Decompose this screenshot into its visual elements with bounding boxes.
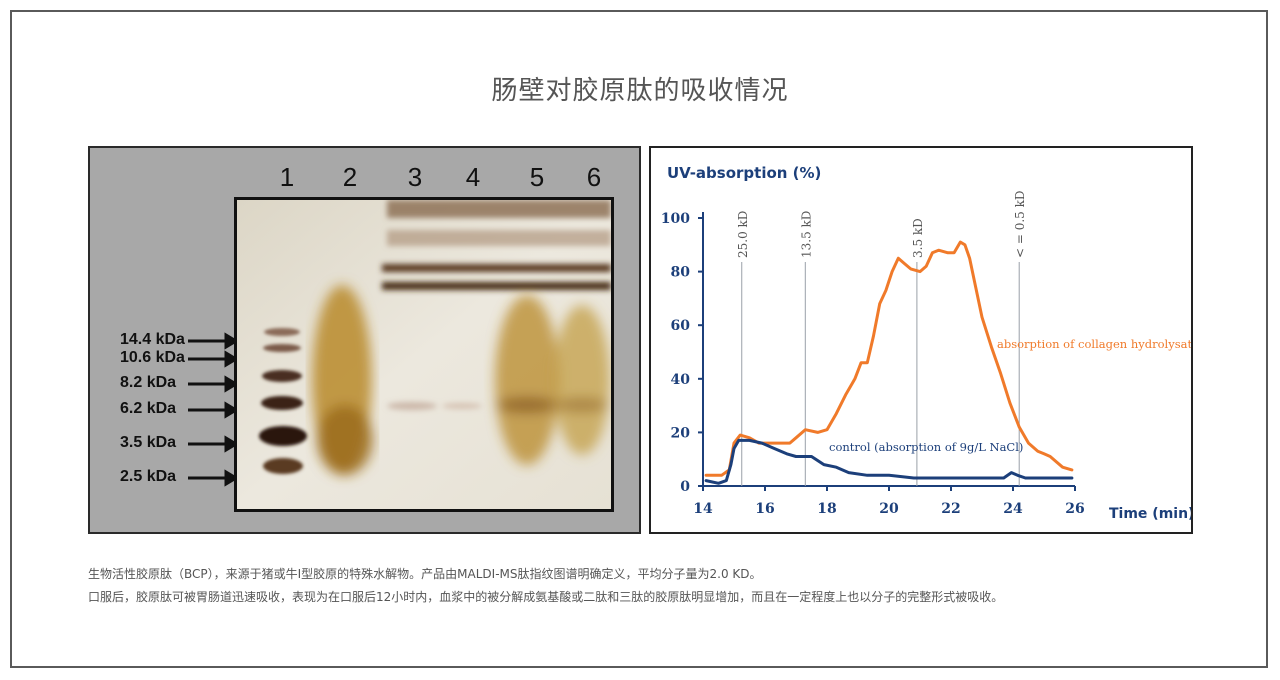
marker-label: 6.2 kDa — [120, 400, 177, 417]
y-tick-label: 60 — [671, 318, 691, 334]
gel-image — [234, 197, 614, 512]
y-tick-label: 40 — [671, 372, 691, 388]
x-tick-label: 18 — [817, 501, 836, 517]
marker-label: 8.2 kDa — [120, 374, 177, 391]
lane-number: 4 — [465, 162, 481, 192]
series-label-collagen: absorption of collagen hydrolysate — [997, 337, 1191, 351]
y-tick-label: 100 — [661, 211, 690, 227]
x-tick-label: 16 — [755, 501, 774, 517]
lane-number: 2 — [342, 162, 358, 192]
lane-number: 3 — [407, 162, 423, 192]
marker-label: 14.4 kDa — [120, 331, 185, 348]
caption-line-1: 生物活性胶原肽（BCP），来源于猪或牛I型胶原的特殊水解物。产品由MALDI-M… — [88, 567, 762, 581]
x-tick-label: 26 — [1065, 501, 1084, 517]
marker-arrows — [188, 332, 239, 487]
series-line-control — [704, 438, 1074, 485]
marker-label: 10.6 kDa — [120, 349, 185, 366]
caption-line-2: 口服后，胶原肽可被胃肠道迅速吸收，表现为在口服后12小时内，血浆中的被分解成氨基… — [88, 590, 1004, 604]
x-tick-label: 24 — [1003, 501, 1023, 517]
marker-label: 3.5 kDa — [120, 434, 177, 451]
x-axis-title: Time (min) — [1109, 506, 1191, 522]
series-label-control: control (absorption of 9g/L NaCl) — [829, 440, 1023, 454]
page-title: 肠壁对胶原肽的吸收情况 — [491, 76, 789, 106]
x-tick-label: 14 — [693, 501, 713, 517]
mw-reference-label: 25.0 kD — [736, 211, 750, 258]
uv-absorption-chart-panel: 0 20 40 60 80 100 14 16 18 20 22 24 26 UV-absorption … — [649, 146, 1193, 534]
mw-reference-label: 13.5 kD — [799, 211, 813, 258]
x-tick-label: 20 — [879, 501, 899, 517]
gel-electrophoresis-panel: 1 2 3 4 5 6 14.4 kDa 10.6 kDa 8.2 kDa 6.… — [88, 146, 641, 534]
mw-reference-label: 3.5 kD — [911, 218, 925, 258]
y-tick-label: 20 — [671, 425, 691, 441]
lane-number: 5 — [529, 162, 545, 192]
uv-absorption-chart: 0 20 40 60 80 100 14 16 18 20 22 24 26 UV-absorption … — [661, 164, 1191, 522]
marker-label: 2.5 kDa — [120, 468, 177, 485]
lane-number: 6 — [586, 162, 602, 192]
lane-number: 1 — [279, 162, 295, 192]
y-axis-title: UV-absorption (%) — [667, 164, 821, 182]
x-tick-label: 22 — [941, 501, 960, 517]
y-tick-label: 80 — [671, 265, 691, 281]
mw-reference-label: < = 0.5 kD — [1013, 190, 1027, 258]
y-tick-label: 0 — [680, 479, 690, 495]
